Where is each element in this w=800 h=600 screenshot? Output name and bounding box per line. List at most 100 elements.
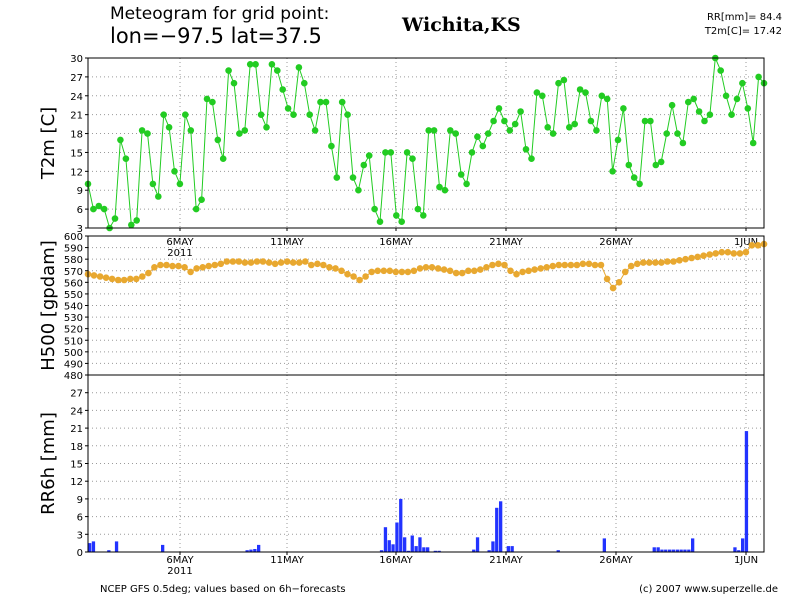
- temperature-point: [463, 180, 470, 188]
- temperature-point: [647, 117, 654, 125]
- geopotential-point: [139, 273, 146, 280]
- temperature-point: [620, 105, 627, 112]
- geopotential-point: [483, 264, 490, 271]
- temperature-point: [95, 202, 103, 210]
- precipitation-bar: [556, 550, 560, 552]
- data-source-note: NCEP GFS 0.5deg; values based on 6h−fore…: [100, 584, 346, 595]
- x-tick-label: 6MAY: [166, 237, 194, 248]
- temperature-point: [636, 180, 643, 188]
- temperature-point: [117, 136, 124, 144]
- y-tick-label: 30: [70, 54, 83, 65]
- geopotential-point: [416, 265, 424, 272]
- geopotential-point: [646, 259, 653, 266]
- temperature-point: [701, 117, 708, 125]
- y-tick-label: 3: [77, 224, 83, 235]
- y-tick-label: 500: [64, 348, 83, 359]
- geopotential-point: [108, 275, 116, 283]
- precipitation-bar: [733, 547, 737, 552]
- temperature-point: [679, 139, 687, 147]
- y-tick-label: 12: [70, 477, 83, 488]
- precipitation-bar: [691, 538, 695, 552]
- temperature-point: [365, 152, 373, 159]
- geopotential-point: [151, 264, 158, 271]
- geopotential-point: [380, 267, 388, 275]
- temperature-point: [138, 127, 146, 134]
- geopotential-point: [217, 260, 225, 268]
- geopotential-point: [428, 264, 436, 271]
- temperature-point: [668, 101, 676, 109]
- precipitation-bar: [107, 550, 111, 552]
- temperature-point: [560, 76, 568, 84]
- geopotential-point: [253, 258, 261, 265]
- precipitation-bar: [418, 537, 422, 553]
- precipitation-bar: [414, 546, 418, 552]
- precipitation-bar: [602, 538, 606, 552]
- geopotential-point: [495, 260, 502, 268]
- temperature-point: [160, 111, 167, 118]
- temperature-point: [571, 120, 578, 128]
- panel-frame: [87, 57, 765, 229]
- temperature-point: [371, 205, 378, 213]
- temperature-point: [387, 149, 395, 156]
- panel-frame: [87, 374, 765, 553]
- temperature-point: [111, 215, 119, 222]
- temperature-point: [657, 158, 665, 166]
- temperature-point: [593, 127, 600, 134]
- x-tick-label: 11MAY: [270, 555, 304, 566]
- y-axis-label: RR6h [mm]: [38, 412, 59, 515]
- temperature-point: [522, 146, 530, 153]
- geopotential-point: [736, 250, 744, 257]
- precipitation-bar: [741, 538, 745, 552]
- geopotential-point: [362, 273, 369, 280]
- geopotential-point: [350, 273, 357, 280]
- geopotential-point: [543, 264, 550, 271]
- x-tick-label: 21MAY: [489, 237, 523, 248]
- geopotential-point: [229, 258, 237, 265]
- precipitation-bar: [495, 507, 499, 553]
- temperature-point: [722, 92, 730, 100]
- geopotential-point: [283, 258, 291, 265]
- temperature-point: [198, 196, 205, 203]
- temperature-point: [587, 117, 595, 125]
- precipitation-bar: [475, 537, 480, 553]
- geopotential-point: [477, 266, 484, 273]
- y-tick-label: 550: [64, 290, 83, 301]
- geopotential-point: [724, 248, 732, 256]
- temperature-point: [182, 111, 189, 118]
- temperature-point: [598, 92, 606, 100]
- precipitation-bar: [161, 544, 165, 552]
- geopotential-point: [175, 262, 182, 270]
- geopotential-point: [193, 265, 200, 272]
- y-tick-label: 15: [70, 460, 83, 471]
- temperature-point: [420, 212, 427, 219]
- temperature-point: [360, 161, 368, 169]
- temperature-point: [468, 149, 476, 156]
- precipitation-bar: [433, 550, 437, 552]
- geopotential-point: [374, 267, 382, 275]
- y-tick-label: 510: [64, 336, 83, 347]
- temperature-point: [214, 136, 222, 144]
- geopotential-point: [615, 279, 623, 286]
- temperature-point: [706, 111, 714, 118]
- location-name: Wichita,KS: [402, 14, 521, 36]
- temperature-point: [555, 79, 562, 87]
- temperature-series-line: [87, 57, 765, 230]
- geopotential-point: [640, 259, 647, 266]
- temperature-point: [171, 168, 178, 175]
- geopotential-point: [458, 269, 466, 277]
- geopotential-point: [507, 267, 514, 275]
- temperature-point: [230, 79, 238, 87]
- geopotential-point: [452, 269, 460, 277]
- temperature-point: [733, 95, 741, 103]
- y-tick-label: 24: [70, 92, 83, 103]
- geopotential-point: [634, 260, 641, 268]
- geopotential-point: [127, 275, 134, 283]
- precipitation-bar: [410, 535, 414, 552]
- temperature-point: [90, 205, 97, 213]
- temperature-point: [479, 142, 487, 150]
- x-tick-label: 16MAY: [379, 555, 413, 566]
- y-tick-label: 15: [70, 148, 83, 159]
- y-axis-label: T2m [C]: [38, 107, 59, 180]
- geopotential-point: [344, 270, 351, 278]
